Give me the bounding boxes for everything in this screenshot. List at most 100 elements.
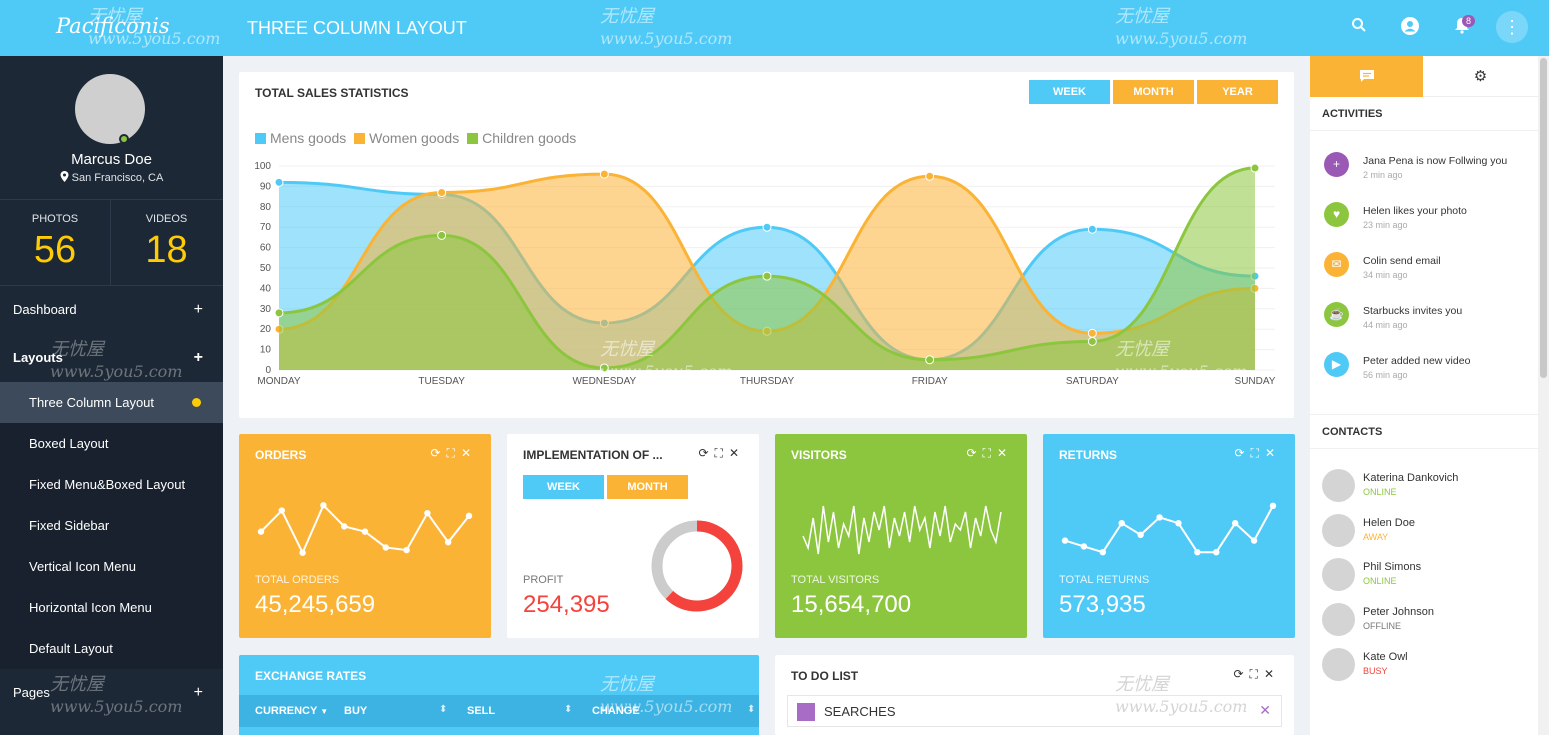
- activity-item[interactable]: + Jana Pena is now Follwing you 2 min ag…: [1324, 152, 1534, 192]
- activity-item[interactable]: ♥ Helen likes your photo 23 min ago: [1324, 202, 1534, 242]
- card-controls[interactable]: ⟳⛶✕: [1234, 446, 1281, 460]
- month-button[interactable]: MONTH: [1113, 80, 1194, 104]
- card-controls[interactable]: ⟳⛶✕: [1233, 667, 1280, 681]
- activity-item[interactable]: ▶ Peter added new video 56 min ago: [1324, 352, 1534, 392]
- series-area-2: [279, 168, 1255, 370]
- sidebar-subitem-horizontal-icon-menu[interactable]: Horizontal Icon Menu: [0, 587, 223, 628]
- sparkline-point: [445, 538, 452, 546]
- profile-name: Marcus Doe: [71, 151, 152, 168]
- data-point: [925, 355, 935, 365]
- contact-item[interactable]: Kate Owl BUSY: [1322, 648, 1532, 688]
- data-point: [1250, 163, 1260, 173]
- card-title: TO DO LIST: [791, 669, 859, 683]
- scrollbar-thumb[interactable]: [1540, 58, 1547, 378]
- card-label: PROFIT: [523, 574, 564, 586]
- online-status-dot: [119, 134, 129, 144]
- data-point: [1087, 224, 1097, 234]
- sidebar-subitem-fixed-sidebar[interactable]: Fixed Sidebar: [0, 505, 223, 546]
- y-tick-label: 0: [265, 365, 271, 376]
- sales-statistics-card: TOTAL SALES STATISTICS WEEK MONTH YEAR M…: [239, 72, 1294, 418]
- legend-item[interactable]: Children goods: [467, 130, 576, 146]
- notification-badge: 8: [1462, 15, 1476, 27]
- tab-activities[interactable]: [1310, 56, 1423, 97]
- todo-item[interactable]: SEARCHES ✕: [787, 695, 1282, 727]
- legend-item[interactable]: Mens goods: [255, 130, 346, 146]
- year-button[interactable]: YEAR: [1197, 80, 1278, 104]
- active-indicator-dot: [192, 398, 201, 407]
- tab-settings[interactable]: ⚙: [1423, 56, 1538, 97]
- sort-icon[interactable]: ⬍: [747, 704, 756, 715]
- page-scrollbar[interactable]: [1538, 56, 1549, 735]
- activity-item[interactable]: ✉ Colin send email 34 min ago: [1324, 252, 1534, 292]
- column-header[interactable]: CHANGE: [592, 705, 640, 717]
- avatar[interactable]: [75, 74, 145, 144]
- card-controls[interactable]: ⟳⛶✕: [430, 446, 477, 460]
- profile-location: San Francisco, CA: [0, 171, 223, 184]
- card-value: 573,935: [1059, 591, 1146, 618]
- orders-sparkline: [257, 502, 473, 556]
- search-icon[interactable]: [1347, 16, 1371, 38]
- sidebar-item-pages[interactable]: Pages +: [0, 669, 223, 717]
- sidebar-subitem-fixed-menu-boxed[interactable]: Fixed Menu&Boxed Layout: [0, 464, 223, 505]
- sidebar-item-layouts[interactable]: Layouts +: [0, 334, 223, 382]
- sparkline-point: [1231, 520, 1239, 527]
- sparkline-path: [802, 505, 1002, 555]
- user-account-icon[interactable]: [1398, 16, 1422, 41]
- brand-logo[interactable]: Pacificonis: [56, 14, 170, 38]
- x-tick-label: THURSDAY: [740, 376, 795, 387]
- month-button[interactable]: MONTH: [607, 475, 688, 499]
- card-title: IMPLEMENTATION OF ...: [523, 448, 663, 462]
- column-header[interactable]: CURRENCY ▼: [255, 705, 329, 717]
- y-tick-label: 100: [254, 161, 271, 172]
- data-point: [762, 271, 772, 281]
- sparkline-point: [1137, 531, 1144, 538]
- week-button[interactable]: WEEK: [523, 475, 604, 499]
- map-pin-icon: [60, 171, 69, 182]
- close-icon[interactable]: ✕: [1259, 702, 1271, 718]
- sparkline-point: [278, 507, 285, 514]
- profile-block: Marcus Doe San Francisco, CA: [0, 56, 223, 200]
- sort-icon[interactable]: ⬍: [564, 704, 573, 715]
- contact-item[interactable]: Katerina Dankovich ONLINE: [1322, 469, 1532, 509]
- sparkline-point: [1269, 502, 1277, 509]
- card-controls[interactable]: ⟳⛶✕: [698, 446, 745, 460]
- card-controls[interactable]: ⟳⛶✕: [966, 446, 1013, 460]
- card-label: TOTAL VISITORS: [791, 574, 880, 586]
- sparkline-point: [1118, 520, 1125, 527]
- todo-list-card: TO DO LIST ⟳⛶✕ SEARCHES ✕: [775, 655, 1294, 735]
- donut-arc: [651, 520, 743, 612]
- mail-icon: ✉: [1324, 252, 1349, 277]
- card-value: 15,654,700: [791, 591, 912, 618]
- sort-icon[interactable]: ⬍: [439, 704, 448, 715]
- column-header[interactable]: BUY: [344, 705, 368, 717]
- data-point: [1087, 328, 1097, 338]
- week-button[interactable]: WEEK: [1029, 80, 1110, 104]
- exchange-rates-card: EXCHANGE RATES CURRENCY ▼ BUY ⬍ SELL ⬍ C…: [239, 655, 759, 735]
- column-header[interactable]: SELL: [467, 705, 496, 717]
- plus-icon: +: [193, 684, 203, 701]
- contact-item[interactable]: Helen Doe AWAY: [1322, 514, 1532, 554]
- sidebar-item-dashboard[interactable]: Dashboard +: [0, 286, 223, 334]
- sidebar-subitem-default-layout[interactable]: Default Layout: [0, 628, 223, 669]
- sidebar-subitem-boxed[interactable]: Boxed Layout: [0, 423, 223, 464]
- data-point: [599, 363, 609, 373]
- data-point: [274, 177, 284, 187]
- activity-item[interactable]: ☕ Starbucks invites you 44 min ago: [1324, 302, 1534, 342]
- avatar: [1322, 648, 1355, 681]
- todo-item-text: SEARCHES: [824, 704, 896, 719]
- sparkline-point: [1250, 537, 1258, 544]
- y-tick-label: 20: [260, 324, 272, 335]
- status-badge: BUSY: [1363, 666, 1388, 676]
- sparkline-point: [361, 528, 369, 535]
- sidebar-subitem-three-column[interactable]: Three Column Layout: [0, 382, 223, 423]
- data-point: [599, 169, 609, 179]
- stat-photos[interactable]: PHOTOS 56: [0, 200, 111, 286]
- sparkline-point: [1156, 514, 1163, 521]
- stat-videos[interactable]: VIDEOS 18: [145, 213, 188, 271]
- contact-item[interactable]: Peter Johnson OFFLINE: [1322, 603, 1532, 643]
- legend-item[interactable]: Women goods: [354, 130, 459, 146]
- more-vertical-icon[interactable]: ⋮: [1496, 11, 1528, 43]
- returns-card: RETURNS ⟳⛶✕ TOTAL RETURNS 573,935: [1043, 434, 1295, 638]
- sidebar-subitem-vertical-icon-menu[interactable]: Vertical Icon Menu: [0, 546, 223, 587]
- contact-item[interactable]: Phil Simons ONLINE: [1322, 558, 1532, 598]
